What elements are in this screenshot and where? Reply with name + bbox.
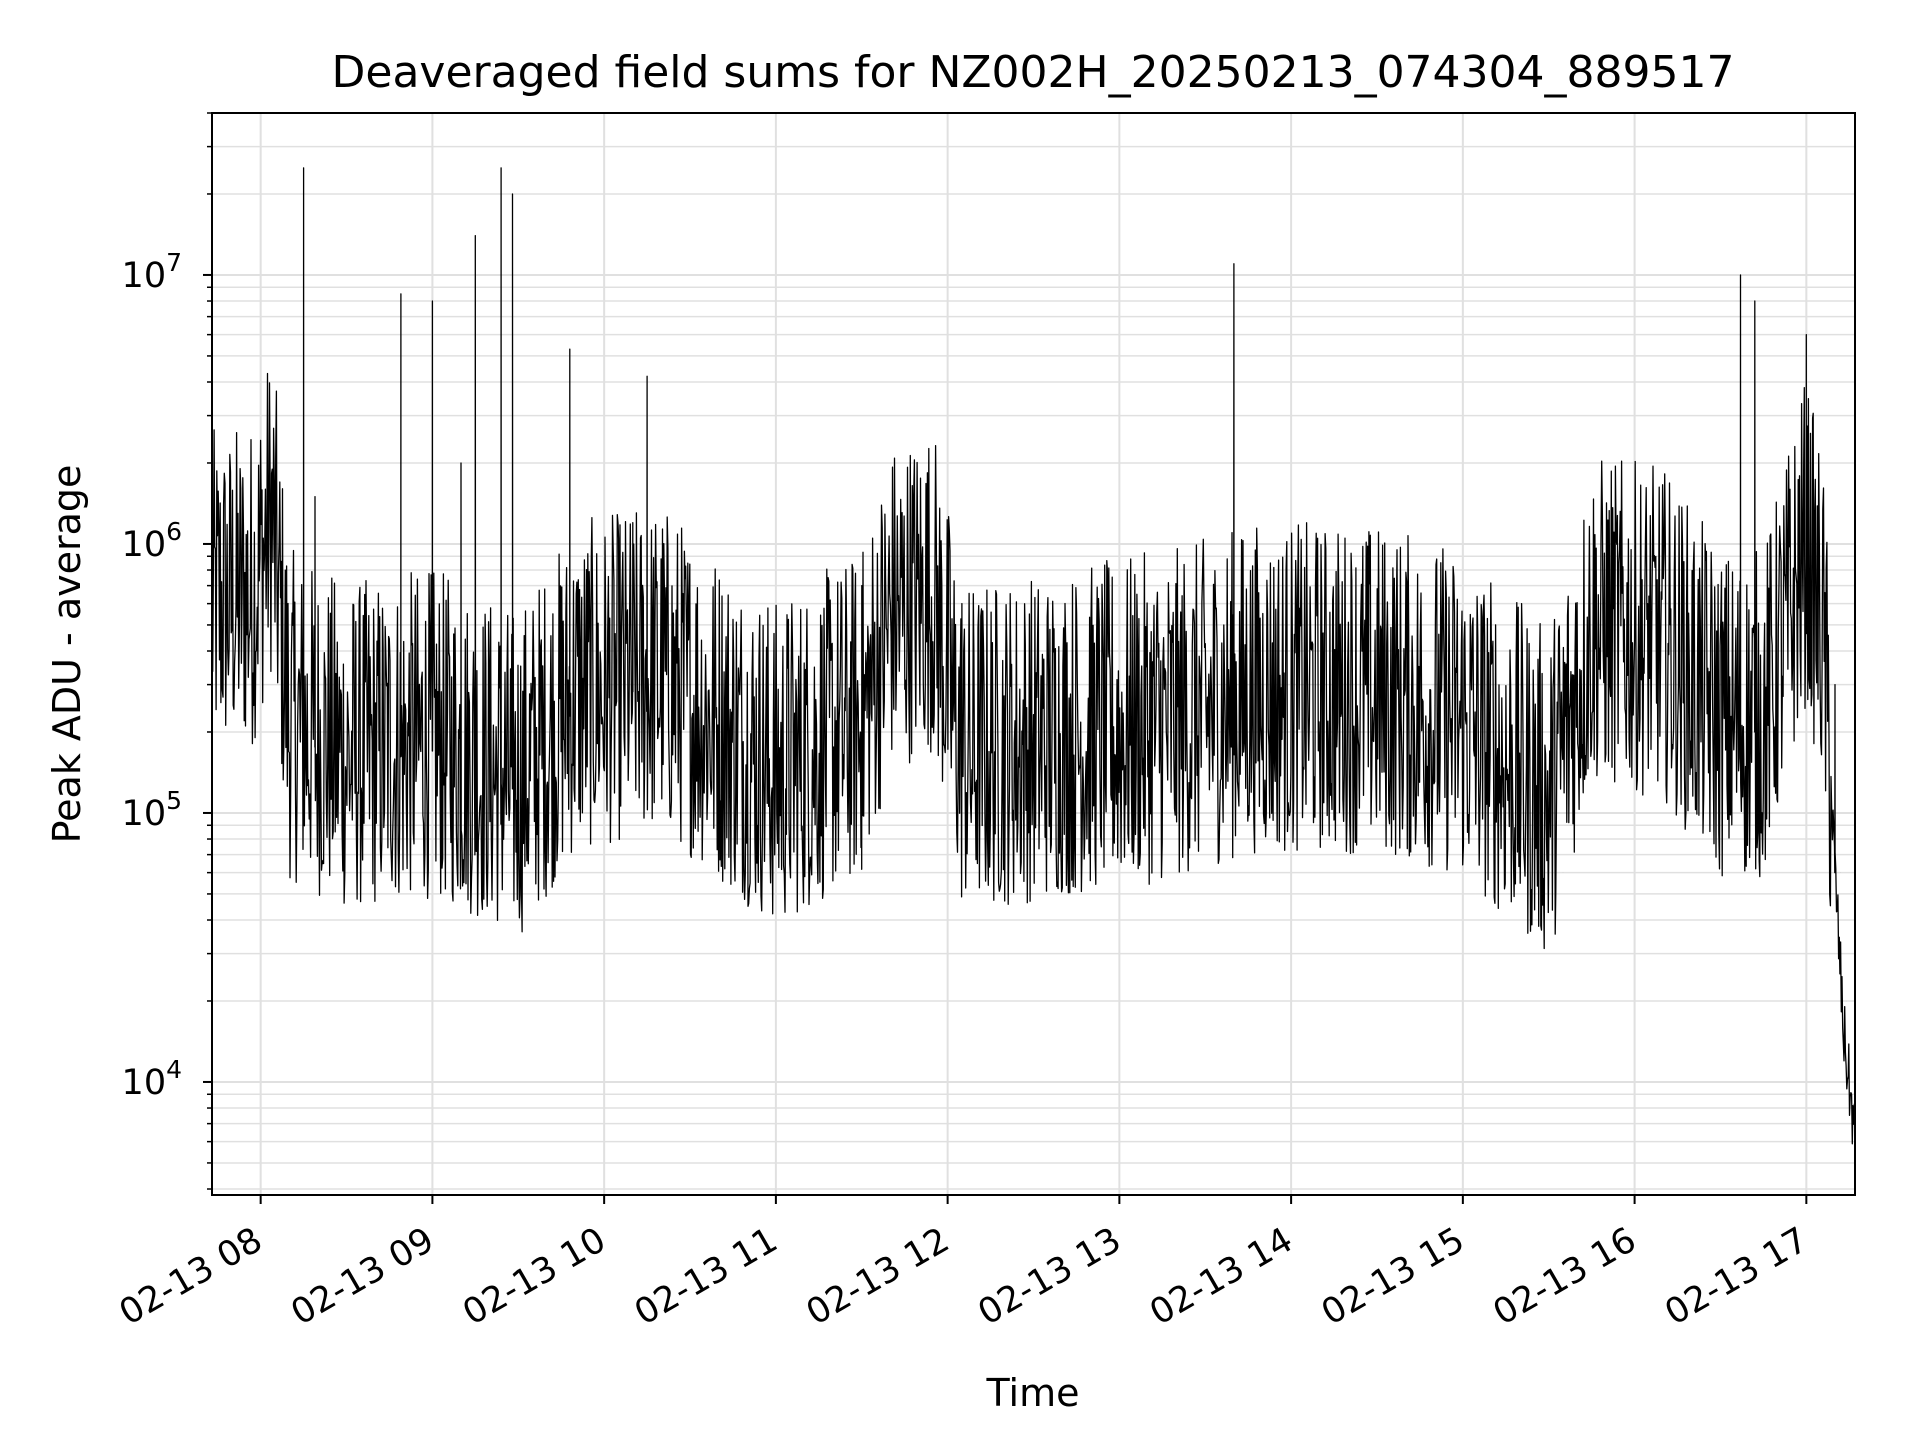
x-axis-label: Time (986, 1371, 1080, 1415)
y-tick-labels: 104 105 106 107 (122, 248, 182, 1103)
y-tick-label: 106 (122, 517, 182, 565)
y-tick-label: 104 (122, 1055, 182, 1103)
grid-major (212, 113, 1855, 1195)
chart-title: Deaveraged field sums for NZ002H_2025021… (332, 47, 1735, 98)
ticks (203, 112, 1808, 1204)
series-line (211, 167, 1856, 1145)
y-tick-label: 107 (122, 248, 182, 296)
series-layer (211, 167, 1856, 1163)
y-tick-label: 105 (122, 786, 182, 834)
plot-frame (211, 112, 1856, 1196)
y-axis-label: Peak ADU - average (45, 465, 89, 844)
